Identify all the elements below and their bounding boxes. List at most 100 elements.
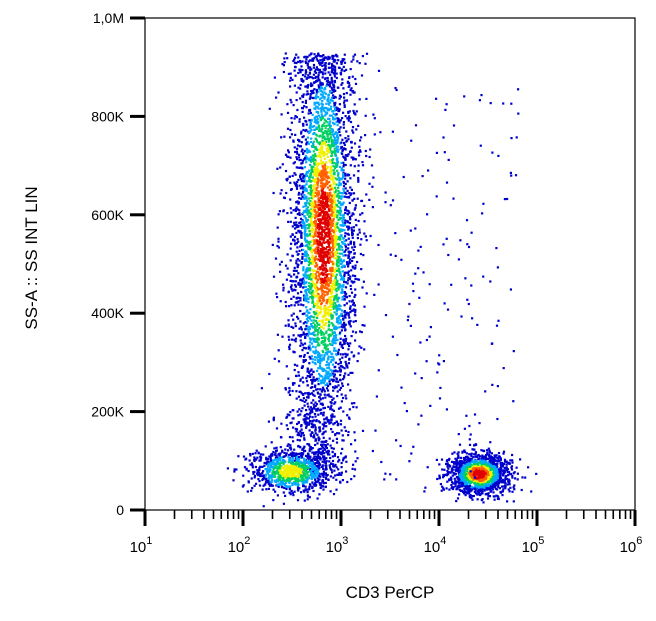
event-point (259, 474, 263, 478)
event-point (319, 116, 322, 119)
event-point (324, 445, 328, 448)
event-point (354, 310, 357, 313)
event-point (309, 273, 313, 276)
event-point (296, 152, 299, 155)
event-point (296, 364, 299, 367)
event-point (342, 161, 345, 164)
event-point (339, 210, 343, 213)
event-point (334, 191, 337, 194)
event-point (315, 338, 318, 341)
event-point (307, 264, 310, 267)
event-point (275, 292, 278, 295)
event-point (322, 54, 325, 57)
event-point (302, 273, 305, 276)
event-point (327, 261, 330, 264)
event-point (313, 242, 316, 245)
event-point (282, 210, 285, 213)
event-point (316, 301, 319, 304)
event-point (302, 277, 305, 280)
event-point (300, 428, 303, 431)
event-point (308, 316, 311, 319)
event-point (293, 273, 296, 276)
event-point (347, 153, 350, 156)
event-point (333, 235, 336, 238)
event-point (336, 370, 339, 373)
event-point (333, 102, 336, 105)
event-point (291, 289, 294, 292)
event-point (304, 210, 307, 213)
event-point (314, 328, 317, 331)
event-point (340, 217, 343, 220)
event-point (277, 483, 280, 486)
event-point (343, 367, 346, 370)
event-point (305, 189, 308, 192)
event-point (276, 456, 279, 459)
event-point (279, 470, 282, 473)
event-point (344, 211, 347, 214)
event-point (303, 457, 306, 460)
event-point (315, 189, 318, 192)
event-point (318, 155, 321, 158)
event-point (333, 205, 336, 209)
event-point (314, 227, 318, 230)
event-point (334, 464, 337, 467)
event-point (309, 130, 312, 133)
event-point (313, 407, 316, 410)
event-point (310, 209, 313, 212)
event-point (338, 128, 341, 131)
event-point (304, 285, 307, 289)
event-point (318, 174, 321, 177)
event-point (319, 212, 322, 215)
event-point (250, 477, 253, 480)
event-point (301, 244, 304, 247)
event-point (320, 447, 323, 450)
event-point (296, 315, 299, 318)
event-point (324, 174, 328, 177)
event-point (287, 323, 290, 326)
event-point (341, 353, 345, 356)
event-point (317, 103, 321, 106)
event-point (331, 301, 334, 304)
event-point (347, 343, 350, 346)
event-point (295, 397, 298, 400)
event-point (242, 474, 245, 477)
event-point (325, 313, 328, 316)
event-point (246, 490, 249, 493)
event-point (288, 475, 291, 478)
event-point (365, 154, 368, 158)
event-point (278, 469, 281, 472)
event-point (270, 474, 273, 477)
event-point (310, 191, 313, 194)
event-point (290, 338, 294, 341)
event-point (329, 374, 332, 377)
event-point (314, 432, 317, 435)
event-point (339, 370, 342, 373)
event-point (332, 135, 335, 138)
event-point (352, 131, 355, 134)
event-point (332, 117, 335, 121)
event-point (350, 478, 353, 481)
event-point (313, 338, 316, 341)
event-point (332, 409, 335, 412)
event-point (313, 239, 316, 243)
event-point (351, 232, 354, 235)
event-point (301, 95, 304, 98)
event-point (336, 259, 339, 262)
event-point (317, 124, 320, 127)
event-point (348, 195, 351, 198)
event-point (336, 352, 339, 356)
event-point (341, 289, 344, 292)
event-point (333, 257, 336, 260)
event-point (345, 261, 349, 264)
event-point (294, 242, 297, 245)
event-point (306, 294, 309, 297)
event-point (348, 323, 351, 326)
event-point (282, 480, 285, 483)
event-point (312, 66, 315, 69)
event-point (313, 316, 316, 319)
event-point (330, 128, 333, 131)
event-point (343, 240, 346, 243)
event-point (274, 452, 277, 455)
event-point (268, 107, 271, 110)
event-point (307, 396, 310, 399)
